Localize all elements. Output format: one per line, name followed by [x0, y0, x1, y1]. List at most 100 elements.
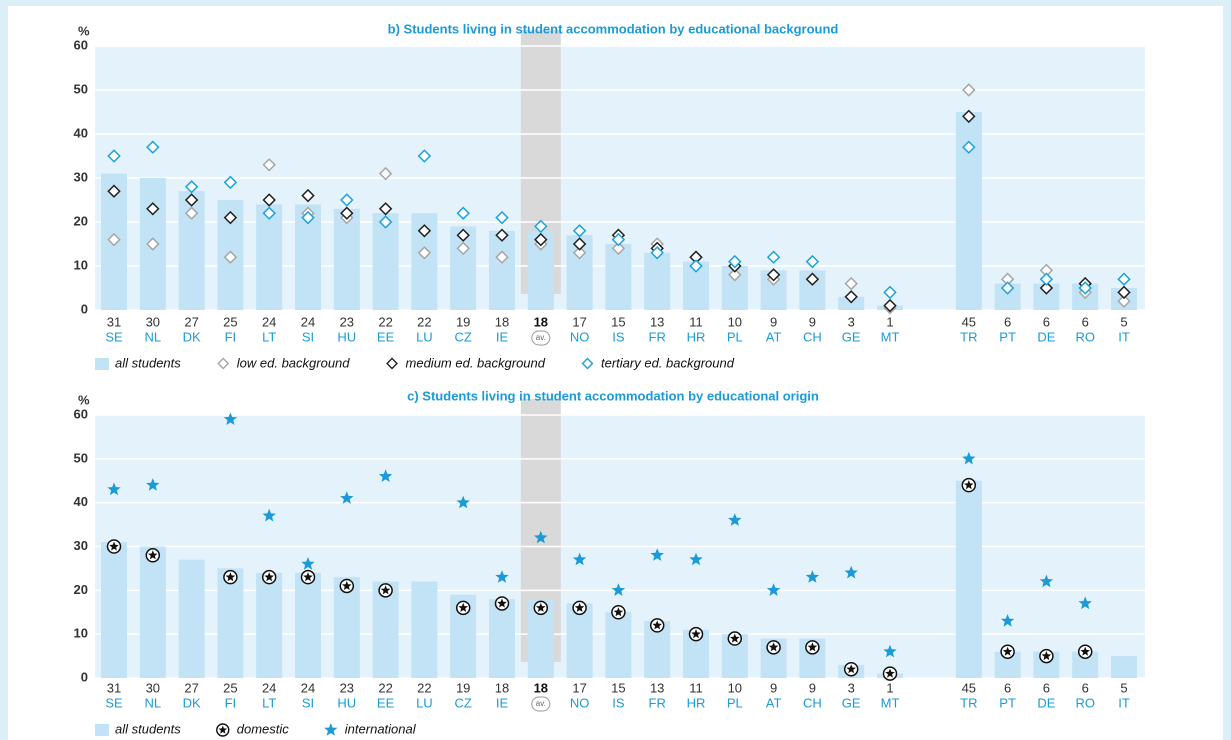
marker-star [458, 602, 468, 612]
domestic-marker [533, 600, 549, 616]
value-label: 45 [962, 314, 976, 329]
diamond-marker [1117, 272, 1131, 286]
value-label: 13 [650, 680, 664, 695]
y-tick-label: 0 [81, 669, 88, 684]
marker-star [225, 572, 236, 582]
diamond-marker [1039, 281, 1054, 295]
value-label: 22 [417, 680, 431, 695]
x-tick-label: LT [262, 329, 276, 344]
bar [372, 213, 399, 310]
diamond-marker [962, 109, 976, 124]
diamond-marker [378, 215, 393, 229]
value-label: 6 [1082, 314, 1089, 329]
value-label: 19 [456, 314, 470, 329]
diamond-marker [107, 184, 121, 198]
diamond-marker [728, 268, 742, 282]
value-label: 45 [962, 680, 976, 695]
x-tick-label: IT [1118, 329, 1130, 344]
value-label: 22 [378, 680, 392, 695]
x-tick-label: MT [881, 695, 900, 710]
bar [256, 572, 283, 678]
value-label: 25 [223, 680, 237, 695]
legend-label: domestic [237, 721, 290, 736]
diamond-marker [534, 232, 548, 247]
legend-swatch [95, 358, 109, 370]
diamond-marker [572, 246, 587, 260]
diamond-marker [962, 83, 976, 97]
bar [1111, 656, 1137, 678]
diamond-marker [340, 193, 354, 207]
diamond-marker [1078, 281, 1092, 295]
bar [217, 568, 244, 678]
x-tick-label: PL [727, 695, 743, 710]
star-marker [456, 495, 470, 509]
value-label: 24 [262, 680, 276, 695]
x-tick-label: EE [377, 695, 395, 710]
highlight-pill [531, 696, 551, 712]
domestic-marker [494, 596, 510, 611]
value-label: 18 [495, 314, 509, 329]
y-tick-label: 50 [74, 81, 88, 96]
value-label: 10 [728, 314, 742, 329]
marker-star [730, 633, 740, 643]
x-tick-label: SI [302, 695, 314, 710]
value-label: 23 [340, 680, 354, 695]
star-marker [1078, 596, 1092, 610]
diamond-marker [534, 219, 548, 234]
domestic-marker [378, 583, 393, 598]
x-tick-label: IE [496, 695, 509, 710]
diamond-marker [844, 276, 858, 291]
bar [566, 603, 593, 678]
star-marker [223, 412, 238, 425]
x-tick-label: MT [881, 329, 900, 344]
domestic-marker [572, 600, 587, 616]
legend-star [218, 725, 227, 734]
x-tick-label: LT [262, 695, 276, 710]
x-tick-label: AT [766, 695, 782, 710]
domestic-marker [223, 569, 238, 585]
diamond-marker [728, 254, 742, 269]
diamond-marker [146, 140, 160, 154]
diamond-marker [146, 237, 160, 251]
domestic-marker [961, 477, 977, 493]
value-label: 5 [1120, 680, 1127, 695]
marker-star [768, 642, 779, 652]
diamond-marker [262, 193, 276, 207]
y-tick-label: 40 [74, 494, 88, 509]
star-marker [534, 530, 548, 544]
diamond-marker [262, 206, 276, 220]
diamond-marker [417, 224, 432, 238]
x-tick-label: DE [1037, 329, 1055, 344]
diamond-marker [766, 268, 781, 282]
diamond-marker [805, 272, 820, 286]
legend-label: international [345, 721, 417, 736]
bar [256, 204, 283, 310]
domestic-marker [649, 618, 665, 633]
value-label: 22 [417, 314, 431, 329]
bar [489, 599, 515, 678]
y-tick-label: 60 [74, 37, 88, 52]
value-label: 3 [848, 314, 855, 329]
bar [101, 542, 127, 678]
legend-label: tertiary ed. background [601, 355, 735, 370]
diamond-marker [456, 206, 470, 220]
star-marker [766, 583, 781, 596]
value-label: 9 [809, 314, 816, 329]
x-tick-label: FI [225, 695, 237, 710]
diamond-marker [223, 210, 238, 225]
x-tick-label: IS [612, 329, 625, 344]
domestic-marker [1039, 648, 1054, 664]
value-label: 27 [184, 680, 198, 695]
diamond-marker [184, 180, 199, 194]
chart-title: b) Students living in student accommodat… [388, 21, 839, 36]
domestic-marker [300, 569, 316, 585]
legend-label: low ed. background [237, 355, 351, 370]
domestic-marker [106, 539, 122, 554]
x-tick-label: HR [687, 329, 706, 344]
x-tick-label: FR [649, 329, 666, 344]
bar [644, 252, 671, 310]
x-tick-label: CH [803, 695, 822, 710]
marker-star [613, 607, 624, 617]
value-label: 3 [848, 680, 855, 695]
